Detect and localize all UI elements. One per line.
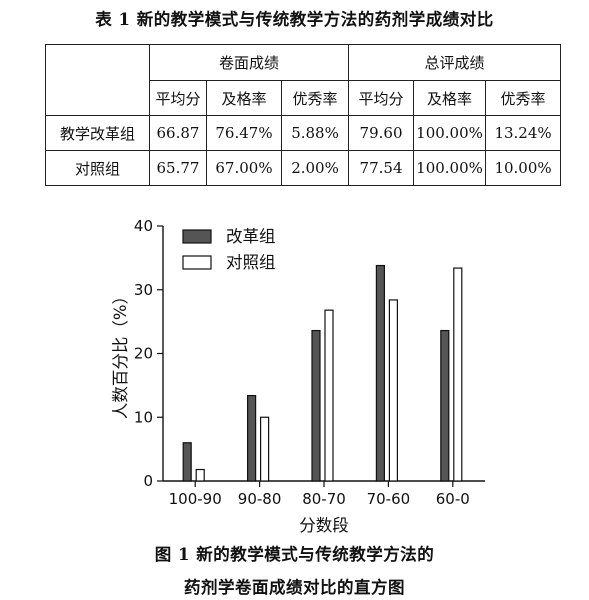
bar-reform-group xyxy=(247,394,257,482)
bar-control-group xyxy=(453,267,463,482)
table-cell: 100.00% xyxy=(413,150,487,186)
bar-reform-group xyxy=(311,329,321,482)
y-tick-label: 30 xyxy=(134,281,153,299)
x-axis-title: 分数段 xyxy=(299,516,349,535)
table-cell: 66.87 xyxy=(149,115,207,151)
y-tick-label: 40 xyxy=(134,217,153,235)
group-header-overall-score: 总评成绩 xyxy=(348,44,562,81)
figure-caption-line-1: 图 1 新的教学模式与传统教学方法的 xyxy=(154,545,435,564)
bar-control-group xyxy=(195,468,205,482)
results-table: 卷面成绩 总评成绩 平均分 及格率 优秀率 平均分 及格率 优秀率 教学改革组 … xyxy=(45,44,562,186)
table-cell: 79.60 xyxy=(348,115,415,151)
table-cell: 67.00% xyxy=(206,150,282,186)
legend-label-control-group: 对照组 xyxy=(226,253,276,272)
x-tick-label: 60-0 xyxy=(436,490,470,508)
table-cell: 5.88% xyxy=(280,115,350,151)
bar-control-group xyxy=(388,299,398,482)
chart-svg: 0 10 20 30 40 100-90 90-80 80-70 70-60 60-0 分数段 人数百… xyxy=(111,217,485,535)
sub-header-cell: 平均分 xyxy=(149,80,207,116)
legend-label-reform-group: 改革组 xyxy=(226,227,276,246)
table-cell: 76.47% xyxy=(206,115,282,151)
sub-header-cell: 及格率 xyxy=(413,80,487,116)
bar-control-group xyxy=(324,309,334,482)
bar-control-group xyxy=(260,416,270,482)
sub-header-cell: 平均分 xyxy=(348,80,415,116)
table-row: 对照组 65.77 67.00% 2.00% 77.54 100.00% 10.… xyxy=(45,150,562,186)
bar-reform-group xyxy=(440,329,450,482)
table-sub-header-row: 平均分 及格率 优秀率 平均分 及格率 优秀率 xyxy=(46,80,562,116)
y-tick-label: 20 xyxy=(134,345,153,363)
table-cell: 100.00% xyxy=(413,115,487,151)
sub-header-cell: 优秀率 xyxy=(485,80,562,116)
table-group-header-row: 卷面成绩 总评成绩 xyxy=(45,44,562,116)
x-tick-label: 80-70 xyxy=(302,490,346,508)
x-tick-label: 70-60 xyxy=(367,490,411,508)
table-cell: 2.00% xyxy=(280,150,350,186)
x-tick-label: 90-80 xyxy=(238,490,282,508)
y-axis-title: 人数百分比（%） xyxy=(111,288,130,419)
figure-caption-line-2: 药剂学卷面成绩对比的直方图 xyxy=(184,578,405,597)
table-cell: 77.54 xyxy=(348,150,415,186)
bar-reform-group xyxy=(375,264,385,482)
legend-swatch-control-group xyxy=(182,255,212,270)
row-label: 对照组 xyxy=(45,150,150,186)
y-tick-label: 0 xyxy=(143,472,153,490)
bar-chart: 0 10 20 30 40 100-90 90-80 80-70 70-60 60-0 分数段 人数百… xyxy=(0,200,589,545)
legend-swatch-reform-group xyxy=(182,229,212,244)
group-header-paper-score: 卷面成绩 xyxy=(148,44,350,81)
row-label: 教学改革组 xyxy=(45,115,150,151)
bar-reform-group xyxy=(182,442,192,482)
table-caption: 表 1 新的教学模式与传统教学方法的药剂学成绩对比 xyxy=(95,10,494,29)
y-tick-label: 10 xyxy=(134,408,153,426)
table-corner-cell xyxy=(45,44,150,116)
sub-header-cell: 优秀率 xyxy=(280,80,350,116)
sub-header-cell: 及格率 xyxy=(206,80,282,116)
table-row: 教学改革组 66.87 76.47% 5.88% 79.60 100.00% 1… xyxy=(45,115,562,151)
x-tick-label: 100-90 xyxy=(169,490,222,508)
table-cell: 13.24% xyxy=(485,115,562,151)
table-cell: 10.00% xyxy=(485,150,562,186)
table-cell: 65.77 xyxy=(149,150,207,186)
